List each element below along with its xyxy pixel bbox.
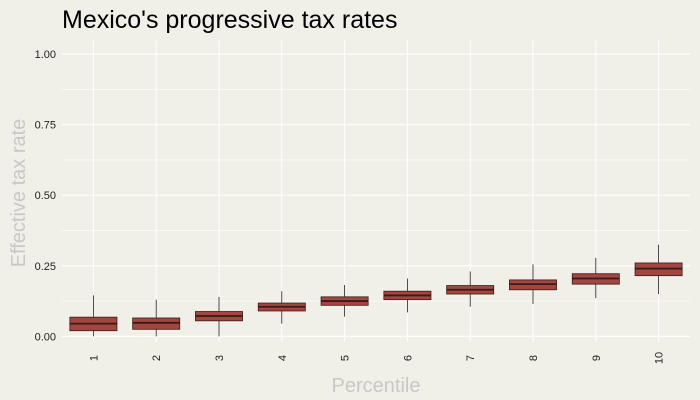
box-4	[257, 291, 306, 324]
y-tick-label: 0.50	[35, 190, 56, 202]
y-tick-label: 0.75	[35, 120, 56, 132]
x-tick-label: 9	[591, 355, 603, 361]
box-7	[446, 271, 495, 307]
boxes	[69, 244, 683, 337]
box-2	[132, 299, 181, 337]
y-axis-label: Effective tax rate	[8, 119, 30, 268]
box-10	[634, 244, 683, 295]
x-tick-label: 10	[654, 352, 666, 364]
x-tick-label: 8	[528, 355, 540, 361]
x-tick-label: 2	[151, 355, 163, 361]
x-tick-label: 4	[277, 355, 289, 361]
x-axis-ticks: 1 2 3 4 5 6 7 8 9 10	[88, 352, 665, 364]
y-axis-ticks: 0.00 0.25 0.50 0.75 1.00	[35, 49, 56, 343]
x-tick-label: 1	[88, 355, 100, 361]
x-tick-label: 7	[465, 355, 477, 361]
y-tick-label: 1.00	[35, 49, 56, 61]
x-tick-label: 6	[402, 355, 414, 361]
x-axis-label: Percentile	[332, 375, 421, 397]
x-tick-label: 3	[214, 355, 226, 361]
y-tick-label: 0.00	[35, 331, 56, 343]
box-1	[69, 295, 118, 337]
box-5	[320, 284, 369, 317]
y-tick-label: 0.25	[35, 261, 56, 273]
box-6	[383, 278, 432, 313]
x-tick-label: 5	[340, 355, 352, 361]
chart-title: Mexico's progressive tax rates	[62, 6, 397, 34]
box-8	[509, 264, 557, 304]
box-3	[195, 296, 243, 337]
box-9	[571, 257, 620, 299]
